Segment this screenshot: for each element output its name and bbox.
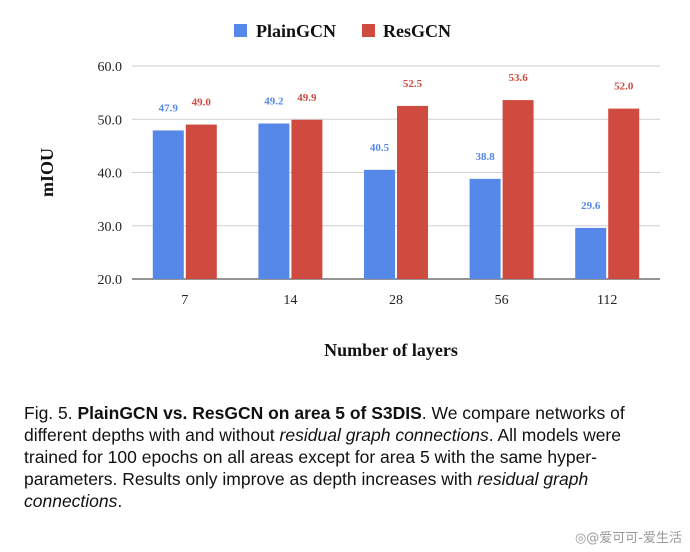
caption-text-2: . All models were trained for 100 epochs… (24, 425, 621, 489)
legend: PlainGCN ResGCN (234, 21, 451, 41)
x-tick-label: 112 (597, 293, 617, 308)
y-axis-title: mIOU (37, 148, 57, 197)
y-tick-label: 50.0 (98, 113, 123, 128)
caption-italic-1: residual graph connections (279, 425, 489, 445)
caption-italic-2: residual graph connections (24, 469, 589, 511)
bar-resgcn-56 (502, 100, 534, 279)
figure-caption: Fig. 5. PlainGCN vs. ResGCN on area 5 of… (24, 402, 669, 512)
data-label: 40.5 (370, 142, 390, 154)
data-label: 52.0 (614, 81, 634, 93)
bar-plaingcn-56 (469, 178, 501, 279)
data-label: 53.6 (508, 72, 528, 84)
data-label: 49.0 (192, 97, 212, 109)
bar-resgcn-28 (397, 105, 428, 279)
x-axis-title: Number of layers (324, 340, 458, 360)
x-tick-label: 28 (389, 293, 403, 308)
caption-text-1: . We compare networks of different depth… (24, 403, 625, 445)
data-label: 49.2 (264, 96, 284, 108)
gridlines (132, 65, 660, 280)
bar-plaingcn-7 (152, 130, 184, 279)
bars: 47.9 49.0 49.2 49.9 40.5 52.5 38.8 53.6 29.6 52.0 (152, 72, 640, 279)
x-tick-label: 14 (283, 293, 297, 308)
bar-resgcn-112 (608, 108, 640, 279)
bar-resgcn-7 (185, 124, 217, 279)
legend-swatch-resgcn (362, 24, 375, 37)
caption-text-3: . (117, 491, 123, 511)
y-axis-ticks: 20.0 30.0 40.0 50.0 60.0 (98, 60, 123, 288)
bar-plaingcn-28 (364, 169, 395, 279)
caption-prefix: Fig. 5. (24, 403, 78, 423)
legend-label-plaingcn: PlainGCN (256, 21, 336, 41)
data-label: 49.9 (297, 92, 317, 104)
watermark: ◎@爱可可-爱生活 (574, 531, 682, 546)
y-tick-label: 40.0 (98, 167, 123, 182)
x-axis-ticks: 7 14 28 56 112 (181, 293, 617, 308)
y-tick-label: 20.0 (98, 273, 123, 288)
data-label: 38.8 (475, 151, 495, 163)
data-label: 47.9 (159, 102, 179, 114)
bar-plaingcn-112 (575, 227, 607, 279)
y-tick-label: 30.0 (98, 220, 123, 235)
bar-chart: 20.0 30.0 40.0 50.0 60.0 47.9 49.0 49.2 49.9 40.… (37, 21, 660, 360)
data-label: 29.6 (581, 200, 601, 212)
bar-resgcn-14 (291, 119, 323, 279)
legend-swatch-plaingcn (234, 24, 247, 37)
x-tick-label: 56 (495, 293, 509, 308)
y-tick-label: 60.0 (98, 60, 123, 75)
data-label: 52.5 (403, 78, 423, 90)
x-tick-label: 7 (181, 293, 188, 308)
bar-plaingcn-14 (258, 123, 290, 279)
legend-label-resgcn: ResGCN (383, 21, 451, 41)
caption-title: PlainGCN vs. ResGCN on area 5 of S3DIS (77, 403, 422, 423)
